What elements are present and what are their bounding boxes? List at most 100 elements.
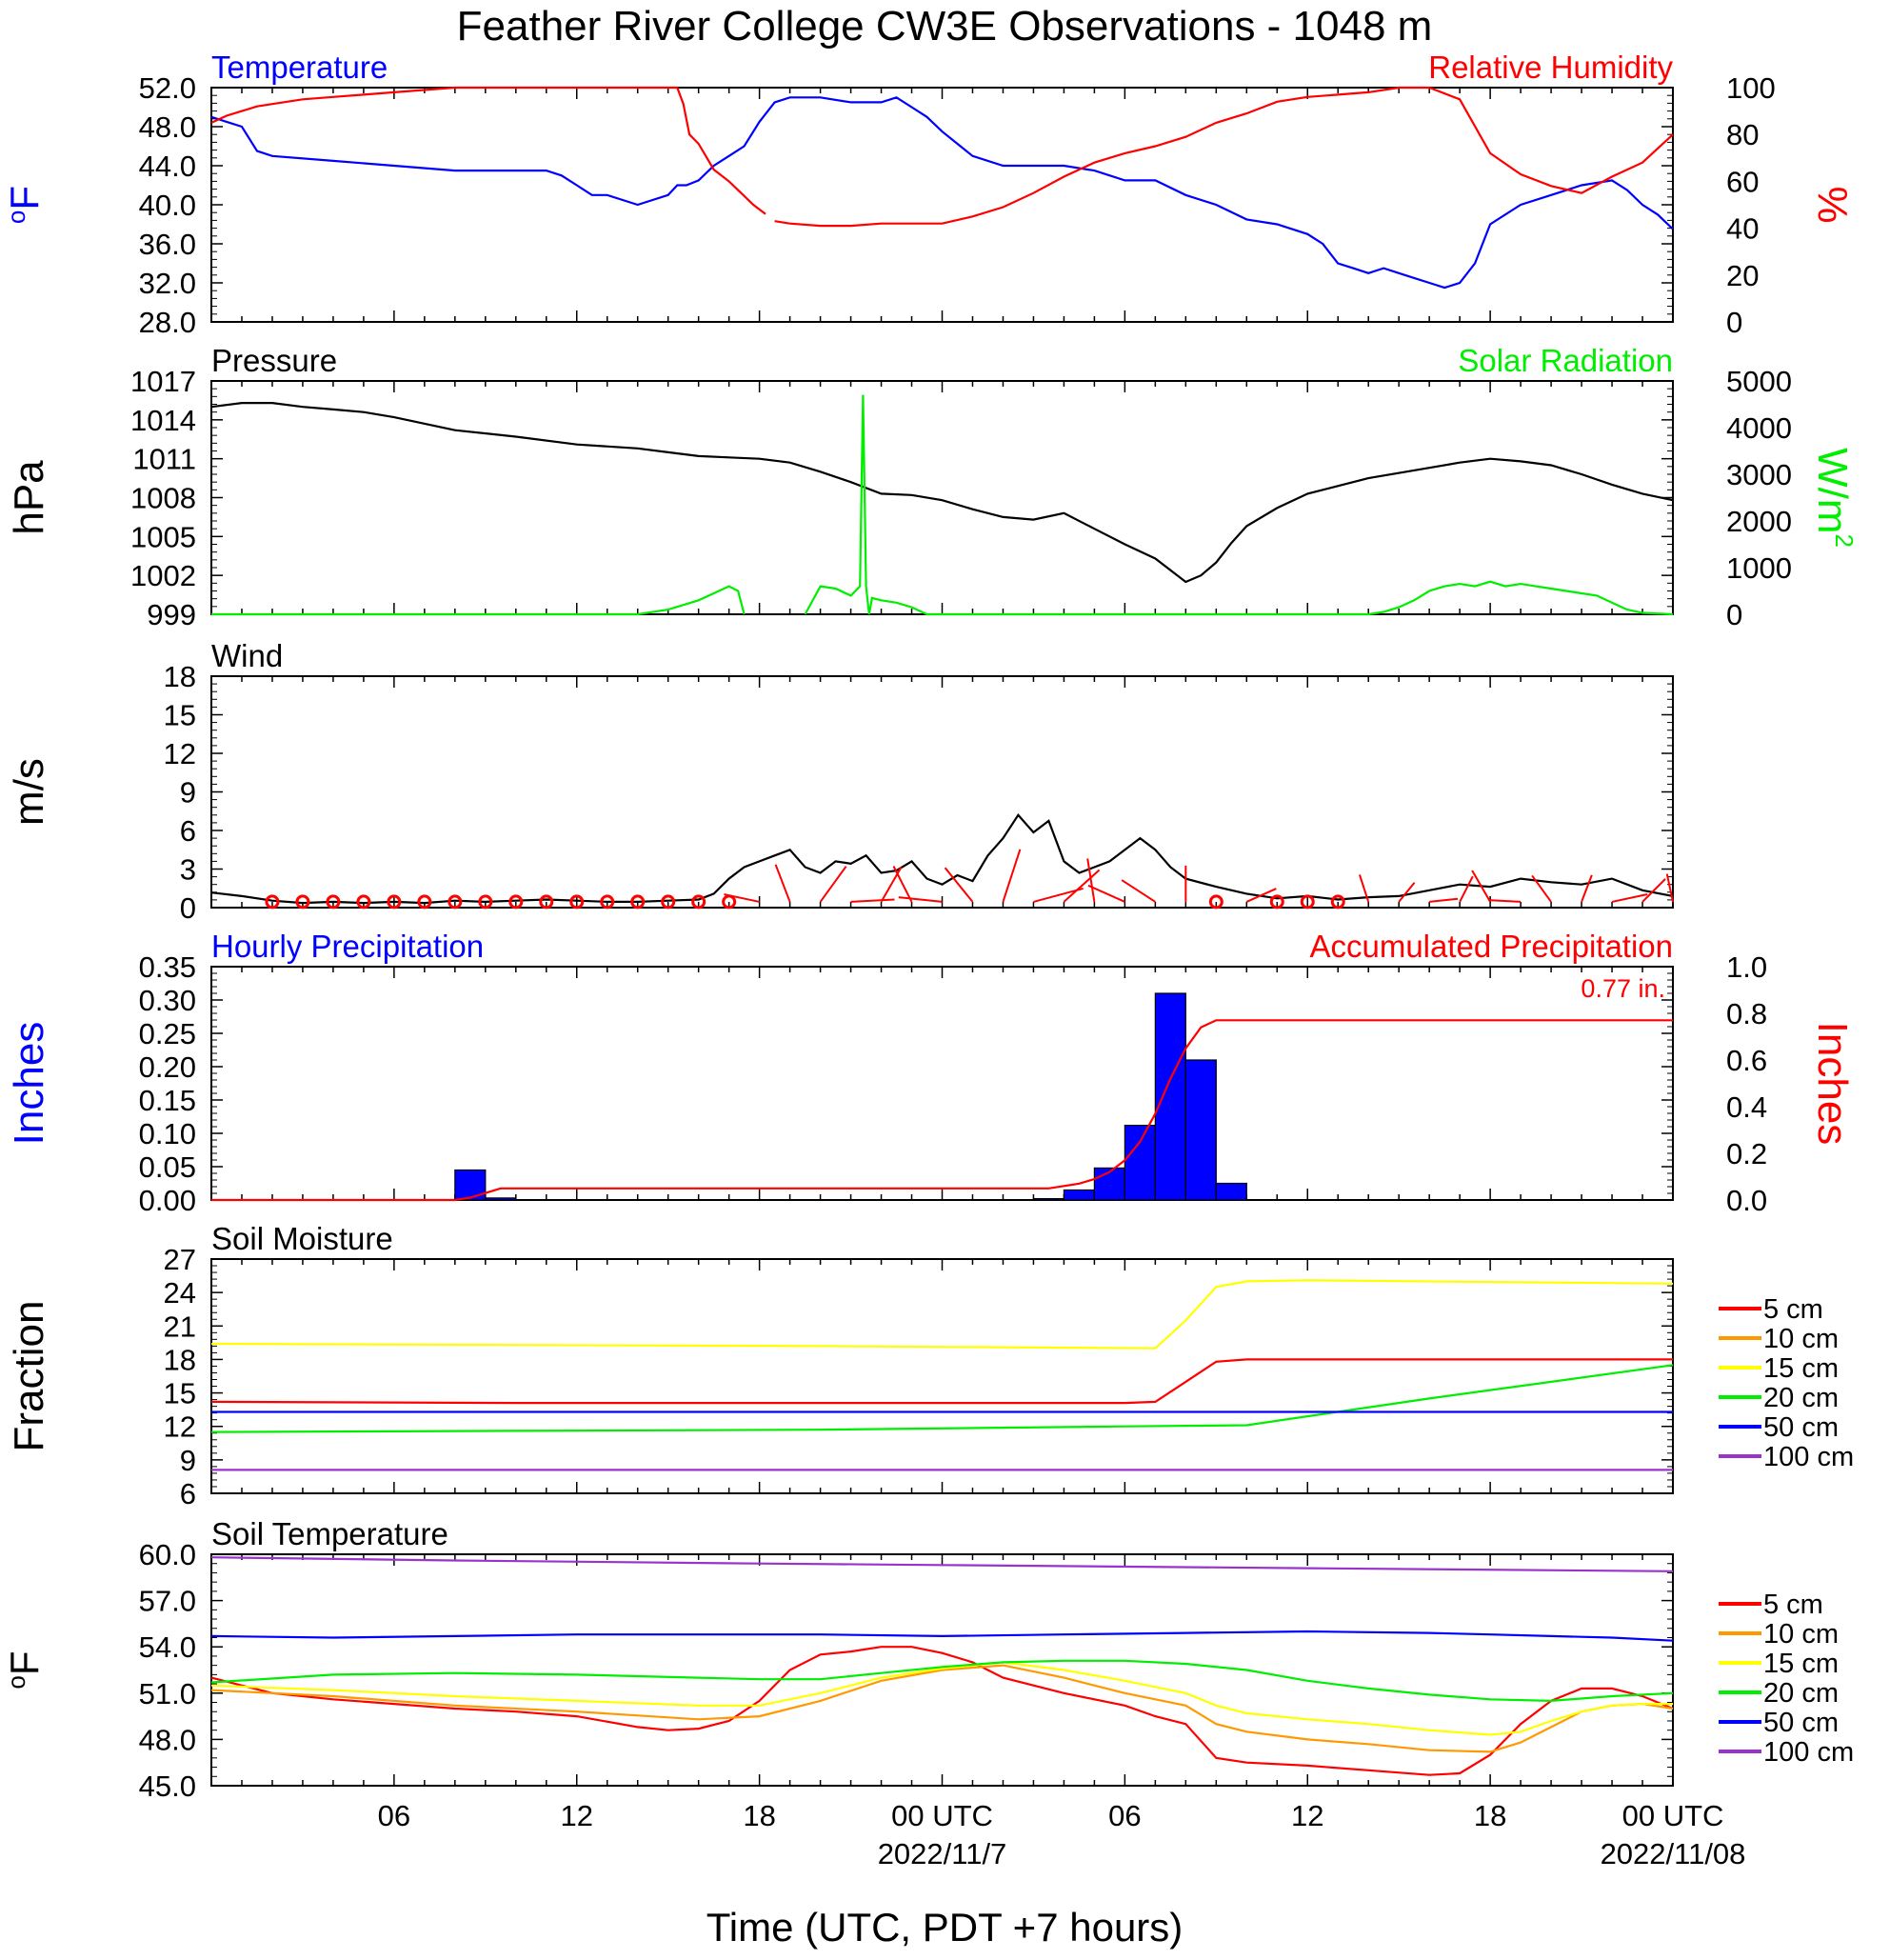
wind-barb: [1581, 874, 1593, 903]
y-tick-label-left: 9: [180, 1444, 196, 1477]
precip-bar: [1124, 1124, 1156, 1201]
series-line-50-cm: [210, 1630, 1674, 1642]
plot-frame: [210, 966, 1674, 1201]
calm-wind-marker: [569, 894, 585, 910]
calm-wind-marker: [1330, 894, 1345, 910]
y-tick-label-left: 48.0: [139, 1723, 196, 1756]
panel-1: 999 1002 1005 1008 1011 1014 1017 0 1000 2000 3000…: [6, 343, 1859, 631]
legend-label: 5 cm: [1763, 1590, 1823, 1620]
panel-0: 28.0 32.0 36.0 40.0 44.0 48.0 52.0 0 20 40 60 80 100…: [2, 50, 1856, 339]
calm-wind-marker: [600, 894, 615, 910]
series-line-0: [210, 812, 1674, 905]
y-tick-label-right: 60: [1726, 165, 1759, 198]
panel-title-left: Soil Moisture: [211, 1221, 393, 1256]
legend-label: 10 cm: [1763, 1324, 1839, 1354]
precip-bar: [1032, 1197, 1065, 1201]
series-line-100-cm: [210, 1556, 1674, 1572]
y-tick-label-left: 60.0: [139, 1538, 196, 1571]
calm-wind-marker: [539, 894, 554, 910]
panel-title-left: Soil Temperature: [211, 1516, 448, 1551]
y-tick-label-left: 40.0: [139, 189, 196, 222]
y-tick-label-left: 0.15: [139, 1084, 196, 1117]
calm-wind-marker: [1300, 894, 1315, 910]
plot-frame: [210, 87, 1674, 323]
series-line-5-cm: [210, 1646, 1674, 1776]
legend-label: 100 cm: [1763, 1442, 1854, 1472]
wind-barb: [898, 896, 943, 903]
y-axis-label-left: Inches: [6, 1022, 52, 1146]
x-tick-label: 06: [378, 1799, 410, 1832]
series-line-20-cm: [210, 1364, 1674, 1433]
y-tick-label-left: 1005: [130, 520, 196, 553]
y-tick-label-left: 9: [180, 776, 196, 810]
y-tick-label-left: 1014: [130, 404, 196, 437]
y-tick-label-left: 0: [180, 891, 196, 925]
superscript-two: 2: [1830, 533, 1859, 547]
y-tick-label-left: 18: [164, 660, 196, 693]
calm-wind-marker: [1208, 894, 1224, 910]
legend-label: 20 cm: [1763, 1383, 1839, 1413]
wind-barb: [774, 864, 791, 903]
y-tick-label-left: 1008: [130, 482, 196, 515]
wind-barb: [1002, 849, 1022, 903]
y-tick-label-left: 18: [164, 1343, 196, 1376]
y-tick-label-left: 15: [164, 699, 196, 732]
y-tick-label-left: 0.20: [139, 1050, 196, 1084]
y-axis-label-left: hPa: [6, 460, 52, 535]
precip-bar: [1184, 1059, 1217, 1201]
panel-title-right: Solar Radiation: [1458, 343, 1673, 378]
calm-wind-marker: [417, 894, 432, 910]
wind-barb: [1121, 879, 1156, 903]
wind-barb: [1665, 873, 1674, 903]
wind-barb: [1531, 874, 1552, 903]
y-tick-label-right: 80: [1726, 118, 1759, 151]
plot-frame: [210, 1258, 1674, 1494]
panel-2: 0 3 6 9 12 15 18 Wind m/s: [6, 638, 1674, 925]
calm-wind-marker: [295, 894, 310, 910]
legend-label: 20 cm: [1763, 1678, 1839, 1709]
series-line-1: [211, 394, 1674, 616]
y-tick-label-right: 1.0: [1726, 950, 1767, 984]
panel-title-left: Temperature: [211, 50, 388, 85]
y-axis-label-right: Inches: [1809, 1022, 1856, 1146]
series-line-0: [210, 96, 1674, 290]
y-tick-label-left: 6: [180, 814, 196, 848]
y-tick-label-left: 21: [164, 1310, 196, 1343]
y-tick-label-right: 3000: [1726, 458, 1792, 491]
panel-title-right: Relative Humidity: [1428, 50, 1673, 85]
y-tick-label-right: 0: [1726, 598, 1742, 631]
unit-letter: F: [2, 186, 47, 210]
calm-wind-marker: [326, 894, 341, 910]
y-tick-label-left: 6: [180, 1477, 196, 1510]
legend-label: 50 cm: [1763, 1708, 1839, 1738]
y-tick-label-left: 0.05: [139, 1150, 196, 1184]
panel-title-left: Pressure: [211, 343, 337, 378]
series-line-15-cm: [210, 1279, 1674, 1350]
y-tick-label-left: 45.0: [139, 1770, 196, 1803]
calm-wind-marker: [265, 894, 280, 910]
y-axis-label-left: m/s: [6, 758, 52, 826]
calm-wind-marker: [508, 894, 524, 910]
y-tick-label-right: 1000: [1726, 551, 1792, 585]
wind-barb: [1245, 888, 1277, 903]
wind-barb: [819, 866, 847, 903]
panel-5: 45.0 48.0 51.0 54.0 57.0 60.0 Soil Temperature…: [2, 1516, 1854, 1870]
y-tick-label-right: 5000: [1726, 365, 1792, 398]
y-tick-label-right: 0: [1726, 306, 1742, 339]
y-tick-label-right: 0.2: [1726, 1137, 1767, 1170]
wind-barb: [1488, 899, 1522, 903]
y-tick-label-left: 44.0: [139, 150, 196, 183]
y-tick-label-left: 32.0: [139, 267, 196, 300]
wind-barb: [850, 898, 895, 903]
accumulated-total-label: 0.77 in.: [1581, 974, 1665, 1003]
x-tick-label: 00 UTC: [1622, 1799, 1724, 1832]
precip-bar: [1154, 992, 1186, 1201]
legend-label: 100 cm: [1763, 1737, 1854, 1768]
y-axis-label-right: %: [1809, 186, 1856, 223]
precip-bar: [1215, 1182, 1247, 1201]
plot-frame: [210, 380, 1674, 615]
series-line-0: [211, 1019, 1673, 1202]
y-tick-label-right: 0.6: [1726, 1044, 1767, 1077]
calm-wind-marker: [630, 894, 646, 910]
wind-barb: [1086, 858, 1096, 903]
